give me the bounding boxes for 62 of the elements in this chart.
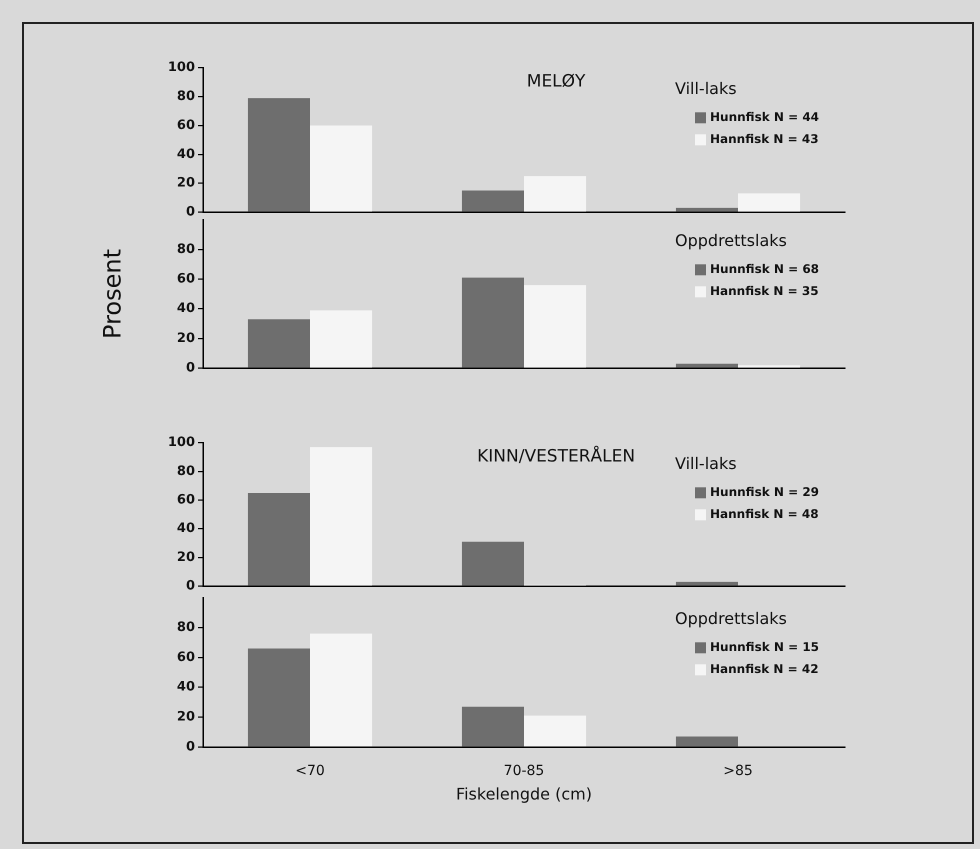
legend-label: Hunnfisk N = 68 bbox=[710, 262, 820, 276]
y-tick-label: 60 bbox=[176, 492, 195, 508]
y-tick-label: 0 bbox=[186, 739, 195, 754]
legend-title: Oppdrettslaks bbox=[675, 608, 787, 628]
bar bbox=[462, 542, 524, 586]
y-tick-label: 100 bbox=[168, 60, 195, 76]
legend-title: Vill-laks bbox=[675, 78, 737, 98]
x-tick-label: >85 bbox=[723, 763, 753, 780]
legend-label: Hannfisk N = 35 bbox=[710, 284, 819, 298]
legend-label: Hunnfisk N = 15 bbox=[710, 640, 820, 654]
chart-title: KINN/VESTERÅLEN bbox=[477, 446, 636, 467]
legend-label: Hannfisk N = 48 bbox=[710, 506, 819, 521]
y-tick-label: 60 bbox=[176, 272, 195, 287]
legend-label: Hannfisk N = 42 bbox=[710, 662, 819, 676]
y-tick-label: 80 bbox=[176, 242, 195, 257]
bar bbox=[462, 190, 524, 212]
y-tick-label: 60 bbox=[176, 650, 195, 665]
bar bbox=[524, 716, 586, 746]
bar bbox=[676, 364, 738, 368]
y-tick-label: 80 bbox=[176, 464, 195, 479]
y-tick-label: 40 bbox=[176, 680, 195, 695]
bar bbox=[738, 365, 800, 368]
y-tick-label: 20 bbox=[176, 330, 195, 346]
legend-label: Hunnfisk N = 29 bbox=[710, 484, 820, 499]
bar bbox=[310, 447, 372, 586]
chart-title: MELØY bbox=[526, 72, 586, 92]
bar bbox=[676, 736, 738, 746]
legend-title: Oppdrettslaks bbox=[675, 230, 787, 250]
x-tick-label: <70 bbox=[295, 763, 325, 780]
bar bbox=[462, 278, 524, 368]
y-tick-label: 80 bbox=[176, 89, 195, 104]
y-tick-label: 20 bbox=[176, 710, 195, 725]
y-tick-label: 20 bbox=[176, 550, 195, 565]
bar bbox=[524, 285, 586, 368]
y-tick-label: 40 bbox=[176, 301, 195, 316]
bar bbox=[462, 706, 524, 746]
x-tick-label: 70-85 bbox=[504, 763, 544, 780]
y-axis-title: Prosent bbox=[98, 249, 127, 339]
bar bbox=[248, 319, 310, 368]
bar bbox=[248, 648, 310, 746]
bar bbox=[310, 634, 372, 746]
bar bbox=[310, 310, 372, 368]
legend-title: Vill-laks bbox=[675, 454, 737, 473]
bar bbox=[738, 193, 800, 212]
y-tick-label: 0 bbox=[186, 360, 195, 376]
y-tick-label: 80 bbox=[176, 620, 195, 636]
bar bbox=[676, 208, 738, 212]
y-tick-label: 0 bbox=[186, 578, 195, 594]
bar bbox=[248, 98, 310, 212]
y-tick-label: 20 bbox=[176, 176, 195, 191]
bar bbox=[310, 126, 372, 212]
y-tick-label: 100 bbox=[168, 435, 195, 450]
bar bbox=[248, 492, 310, 586]
x-axis-title: Fiskelengde (cm) bbox=[456, 784, 592, 804]
bar bbox=[676, 582, 738, 586]
bar bbox=[524, 176, 586, 212]
legend-label: Hunnfisk N = 44 bbox=[710, 110, 820, 124]
y-tick-label: 40 bbox=[176, 146, 195, 162]
y-tick-label: 0 bbox=[186, 204, 195, 220]
y-tick-label: 40 bbox=[176, 521, 195, 536]
legend-label: Hannfisk N = 43 bbox=[710, 132, 819, 146]
y-tick-label: 60 bbox=[176, 118, 195, 133]
